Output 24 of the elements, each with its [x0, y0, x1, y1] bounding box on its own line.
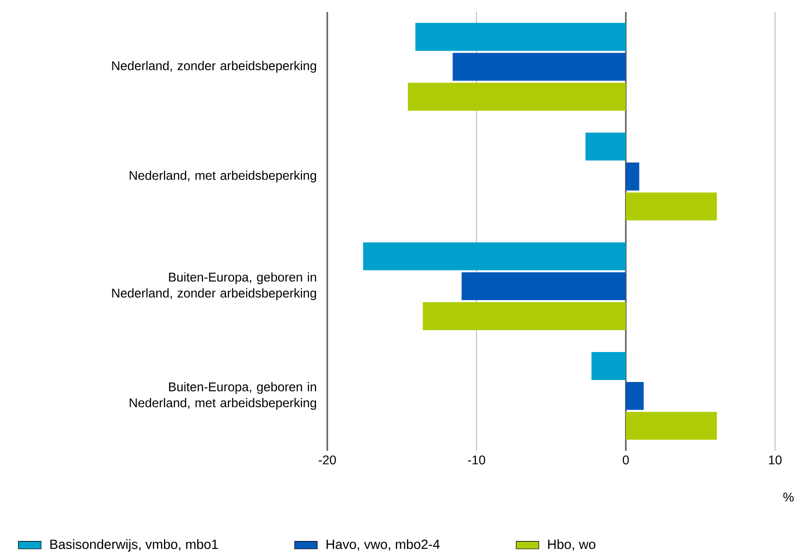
- bar: [591, 352, 626, 380]
- y-tick-label: Nederland, zonder arbeidsbeperking: [112, 60, 316, 72]
- bar: [452, 52, 626, 81]
- y-tick-label: Buiten-Europa, geboren in Nederland, zonder arbeidsbeperking: [112, 272, 316, 300]
- legend-label: Havo, vwo, mbo2-4: [326, 539, 440, 550]
- bar: [626, 162, 640, 190]
- x-axis-title: %: [783, 492, 794, 502]
- y-tick-label: Buiten-Europa, geboren in Nederland, met arbeidsbeperking: [130, 382, 316, 410]
- y-tick-label: Nederland, met arbeidsbeperking: [130, 170, 316, 182]
- bar: [363, 242, 626, 270]
- bar: [626, 412, 717, 440]
- legend-label: Basisonderwijs, vmbo, mbo1: [50, 539, 218, 552]
- bar: [415, 22, 626, 51]
- bar: [586, 132, 626, 160]
- x-tick-label: -10: [468, 455, 486, 464]
- bar: [626, 192, 717, 220]
- x-tick-label: 0: [622, 455, 629, 464]
- x-tick-label: 10: [769, 455, 782, 464]
- bar: [408, 82, 626, 110]
- legend-label: Hbo, wo: [548, 539, 596, 550]
- bar: [422, 302, 626, 330]
- x-tick-label: -20: [318, 455, 336, 464]
- bar: [462, 272, 626, 300]
- bar: [626, 382, 644, 410]
